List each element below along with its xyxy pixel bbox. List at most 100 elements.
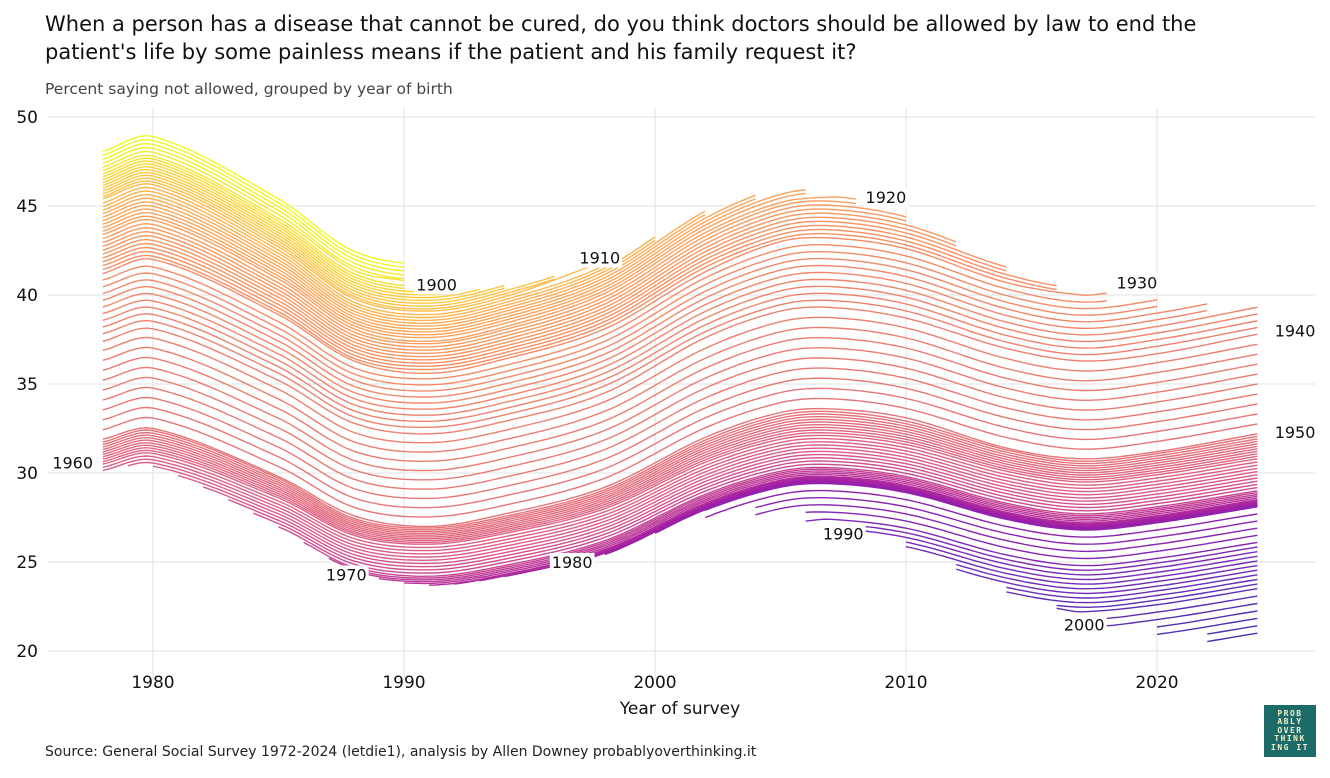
cohort-line-1913 — [102, 193, 656, 322]
label-background — [1061, 615, 1107, 635]
label-background — [577, 248, 623, 268]
cohort-line-1939 — [102, 299, 1258, 429]
cohort-line-1916 — [102, 194, 756, 330]
cohort-line-1953 — [102, 416, 1258, 533]
cohort-line-1992 — [855, 529, 1258, 576]
cohort-line-2004 — [1156, 617, 1258, 636]
y-tick-label: 25 — [16, 553, 38, 573]
cohort-line-1900 — [102, 154, 405, 282]
label-background — [414, 275, 459, 295]
cohort-line-1972 — [353, 470, 1258, 581]
cohort-line-1959 — [102, 431, 1258, 544]
cohort-line-1991 — [855, 524, 1258, 571]
cohort-line-1942 — [102, 326, 1258, 453]
cohort-line-1896 — [102, 138, 405, 268]
label-background — [549, 553, 595, 572]
cohort-line-1921 — [102, 200, 856, 345]
cohort-line-2005 — [1207, 625, 1258, 635]
cohort-line-1965 — [177, 450, 1258, 562]
cohort-line-1948 — [102, 387, 1258, 509]
label-background — [50, 453, 96, 473]
cohort-line-1966 — [202, 453, 1258, 565]
cohort-label: 1960 — [50, 453, 96, 473]
cohort-line-1933 — [102, 257, 1158, 392]
cohort-label-text: 1940 — [1275, 322, 1316, 341]
cohort-line-1996 — [956, 568, 1258, 595]
cohort-line-1995 — [955, 563, 1258, 590]
cohort-line-1912 — [102, 190, 656, 319]
cohort-line-1985 — [704, 482, 1258, 531]
cohort-label: 1980 — [549, 553, 595, 572]
cohort-line-1945 — [102, 357, 1258, 481]
cohort-line-1905 — [102, 168, 480, 299]
cohort-line-1938 — [102, 292, 1258, 422]
cohort-line-1915 — [102, 201, 706, 327]
cohort-line-1924 — [102, 212, 957, 355]
cohort-line-1988 — [755, 504, 1258, 553]
cohort-label-text: 1900 — [416, 275, 457, 294]
cohort-line-1909 — [102, 180, 555, 310]
cohort-label-text: 1950 — [1275, 423, 1316, 442]
cohort-line-1964 — [152, 447, 1258, 558]
cohort-line-1906 — [102, 171, 505, 302]
label-background — [863, 188, 909, 208]
cohort-line-1963 — [127, 444, 1258, 555]
cohort-line-1970 — [303, 466, 1258, 578]
cohort-line-1957 — [102, 426, 1258, 540]
cohort-line-1903 — [102, 163, 430, 293]
cohort-line-1910 — [102, 182, 606, 312]
y-tick-label: 20 — [16, 642, 38, 662]
cohort-line-1897 — [102, 142, 405, 272]
cohort-line-1935 — [102, 271, 1208, 404]
cohort-line-1918 — [102, 189, 806, 336]
cohort-line-1958 — [102, 429, 1258, 542]
cohort-line-1934 — [102, 264, 1208, 398]
cohort-line-1932 — [102, 250, 1158, 386]
cohort-line-1967 — [228, 457, 1258, 568]
cohort-line-1949 — [102, 397, 1258, 518]
cohort-label: 1900 — [414, 275, 459, 295]
cohort-label-text: 1960 — [52, 453, 93, 472]
cohort-label-text: 1910 — [579, 249, 620, 268]
cohort-line-1908 — [102, 177, 555, 307]
cohort-line-1907 — [102, 174, 505, 304]
cohort-line-1901 — [102, 157, 405, 287]
cohort-line-1930 — [102, 236, 1107, 374]
x-tick-label: 2020 — [1135, 673, 1178, 693]
cohort-line-1969 — [278, 463, 1258, 574]
cohort-line-1968 — [253, 460, 1258, 571]
probably-overthinking-it-logo: PROB ABLY OVER THINK ING IT — [1264, 705, 1316, 757]
label-background — [323, 565, 369, 585]
cohort-line-2003 — [1156, 610, 1258, 628]
cohort-labels: 1900 1910 1920 1930 1940 1950 1960 1970 1980 1990… — [50, 188, 1318, 635]
cohort-line-2006 — [1207, 632, 1258, 643]
cohort-line-1990 — [805, 518, 1258, 567]
cohort-line-1961 — [102, 437, 1258, 549]
source-note: Source: General Social Survey 1972-2024 … — [45, 744, 757, 760]
y-tick-label: 30 — [16, 464, 38, 484]
y-tick-label: 45 — [16, 197, 38, 217]
cohort-line-1998 — [1006, 578, 1258, 604]
cohort-line-1922 — [102, 204, 907, 348]
cohort-line-1936 — [102, 278, 1258, 410]
cohort-label: 1950 — [1272, 423, 1318, 443]
cohort-label-text: 1970 — [326, 565, 367, 584]
cohort-line-1954 — [102, 418, 1258, 535]
y-tick-label: 50 — [16, 108, 38, 128]
x-tick-label: 2010 — [884, 673, 927, 693]
cohort-line-1986 — [704, 489, 1258, 538]
y-tick-label: 40 — [16, 286, 38, 306]
cohort-line-1952 — [102, 413, 1258, 531]
cohort-line-1943 — [102, 336, 1258, 463]
cohort-label-text: 1920 — [866, 188, 907, 207]
cohort-line-1951 — [102, 410, 1258, 529]
cohort-line-1928 — [102, 228, 1057, 368]
cohort-line-1904 — [102, 165, 455, 296]
cohort-line-1914 — [102, 197, 706, 325]
chart-title: When a person has a disease that cannot … — [45, 12, 1197, 64]
cohort-line-1956 — [102, 424, 1258, 538]
cohort-line-1960 — [102, 434, 1258, 545]
x-tick-label: 1980 — [131, 673, 174, 693]
cohort-line-1989 — [805, 511, 1258, 560]
cohort-line-1917 — [102, 198, 756, 333]
